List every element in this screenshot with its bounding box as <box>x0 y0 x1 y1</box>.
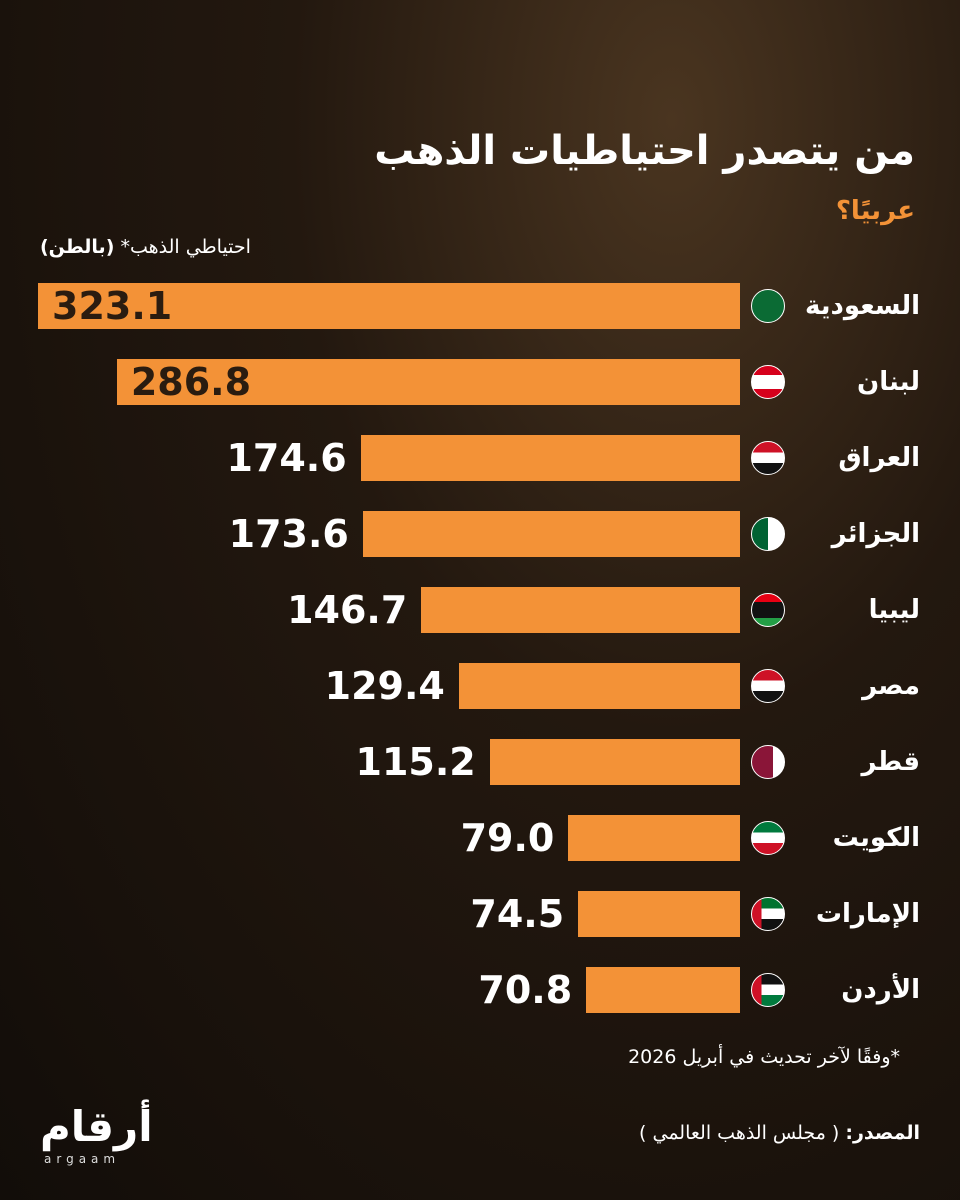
category-label: الجزائر <box>831 519 920 549</box>
flag <box>751 441 785 475</box>
value-label: 70.8 <box>478 968 573 1012</box>
axis-unit: (بالطن) <box>40 236 115 258</box>
axis-label: احتياطي الذهب* (بالطن) <box>40 236 251 258</box>
category-label: لبنان <box>857 367 920 397</box>
value-label: 79.0 <box>460 816 555 860</box>
flag <box>751 745 785 779</box>
footnote: *وفقًا لآخر تحديث في أبريل 2026 <box>628 1046 900 1068</box>
value-label: 115.2 <box>355 740 476 784</box>
value-label: 173.6 <box>228 512 349 556</box>
value-label: 323.1 <box>52 284 173 328</box>
category-label: الكويت <box>832 823 920 853</box>
chart-subtitle: عربيًا؟ <box>835 196 915 226</box>
bar <box>360 435 740 481</box>
bar <box>421 587 740 633</box>
category-label: مصر <box>862 671 920 701</box>
category-label: قطر <box>861 747 920 777</box>
value-label: 286.8 <box>130 360 252 404</box>
bar <box>458 663 740 709</box>
bar <box>586 967 740 1013</box>
chart-title: من يتصدر احتياطيات الذهب <box>374 128 915 174</box>
flag <box>751 517 785 551</box>
value-label: 174.6 <box>226 436 347 480</box>
category-label: العراق <box>838 443 920 473</box>
bar <box>568 815 740 861</box>
source: المصدر: ( مجلس الذهب العالمي ) <box>639 1122 920 1144</box>
category-label: الأردن <box>841 975 920 1005</box>
flag <box>751 973 785 1007</box>
bar <box>578 891 740 937</box>
source-label: المصدر: <box>845 1122 920 1144</box>
bar <box>362 511 740 557</box>
axis-title: احتياطي الذهب* <box>120 236 251 258</box>
value-label: 74.5 <box>470 892 565 936</box>
value-label: 146.7 <box>287 588 408 632</box>
flag <box>751 365 785 399</box>
logo: أرقام <box>40 1102 153 1151</box>
bar <box>38 283 740 329</box>
category-label: السعودية <box>805 291 920 321</box>
flag <box>751 289 785 323</box>
bar <box>116 359 740 405</box>
flag <box>751 669 785 703</box>
flag <box>751 821 785 855</box>
category-label: الإمارات <box>815 899 920 929</box>
category-label: ليبيا <box>868 595 920 625</box>
flag <box>751 897 785 931</box>
source-text: ( مجلس الذهب العالمي ) <box>639 1122 840 1144</box>
logo-sub: argaam <box>44 1152 121 1166</box>
flag <box>751 593 785 627</box>
bar <box>489 739 740 785</box>
value-label: 129.4 <box>324 664 445 708</box>
